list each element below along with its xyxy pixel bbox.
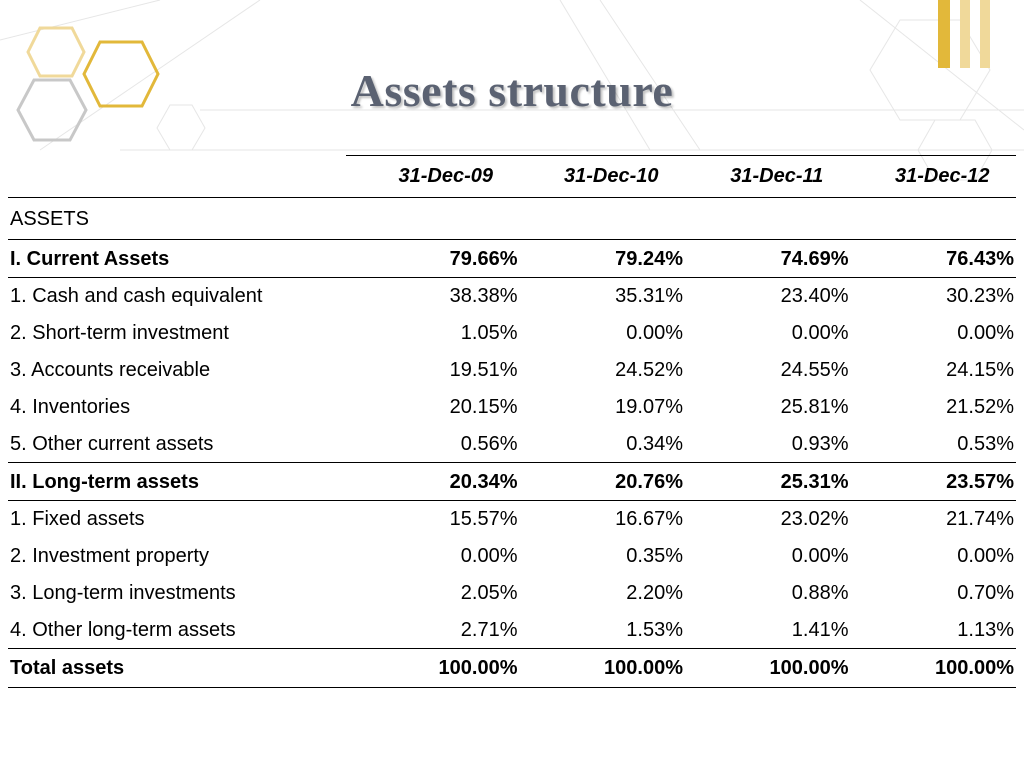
- row-label: Total assets: [10, 657, 125, 679]
- row-value: 0.00%: [957, 545, 1014, 567]
- table-header: 31-Dec-09 31-Dec-10 31-Dec-11 31-Dec-12: [8, 155, 1016, 198]
- row-value: 1.53%: [626, 619, 683, 641]
- row-value: 74.69%: [780, 247, 849, 270]
- row-value: 100.00%: [935, 657, 1014, 679]
- row-value: 0.00%: [460, 545, 518, 567]
- bar-gold-lighter: [980, 0, 990, 68]
- current-assets-row: I. Current Assets 79.66% 79.24% 74.69% 7…: [8, 240, 1016, 278]
- row-value: 19.51%: [449, 359, 518, 381]
- table-row: 2. Investment property 0.00% 0.35% 0.00%…: [8, 538, 1016, 575]
- row-value: 1.05%: [460, 322, 518, 344]
- row-value: 25.31%: [780, 470, 849, 493]
- table-row: 5. Other current assets 0.56% 0.34% 0.93…: [8, 426, 1016, 463]
- table-row: 1. Cash and cash equivalent 38.38% 35.31…: [8, 278, 1016, 315]
- table-row: 4. Inventories 20.15% 19.07% 25.81% 21.5…: [8, 389, 1016, 426]
- column-header: 31-Dec-09: [398, 165, 493, 187]
- row-value: 0.00%: [626, 322, 683, 344]
- column-header: 31-Dec-12: [894, 165, 990, 187]
- column-header: 31-Dec-10: [563, 165, 659, 187]
- row-value: 20.76%: [615, 470, 683, 493]
- row-label: 4. Inventories: [10, 396, 131, 418]
- row-value: 30.23%: [946, 285, 1014, 307]
- table-row: 3. Long-term investments 2.05% 2.20% 0.8…: [8, 575, 1016, 612]
- bar-gold: [938, 0, 950, 68]
- row-label: I. Current Assets: [10, 247, 170, 270]
- section-row: ASSETS: [8, 198, 1016, 240]
- row-value: 100.00%: [438, 657, 518, 679]
- row-value: 24.55%: [780, 359, 849, 381]
- row-value: 0.35%: [626, 545, 683, 567]
- table-row: 3. Accounts receivable 19.51% 24.52% 24.…: [8, 352, 1016, 389]
- row-value: 20.15%: [449, 396, 518, 418]
- row-value: 0.88%: [791, 582, 849, 604]
- page-title: Assets structure: [350, 65, 674, 116]
- table-row: 2. Short-term investment 1.05% 0.00% 0.0…: [8, 315, 1016, 352]
- row-value: 0.00%: [791, 322, 849, 344]
- row-value: 24.15%: [946, 359, 1014, 381]
- row-value: 23.40%: [780, 285, 849, 307]
- row-value: 0.53%: [957, 433, 1014, 455]
- table-row: 1. Fixed assets 15.57% 16.67% 23.02% 21.…: [8, 501, 1016, 538]
- row-value: 1.41%: [791, 619, 849, 641]
- row-value: 1.13%: [957, 619, 1014, 641]
- total-assets-row: Total assets 100.00% 100.00% 100.00% 100…: [8, 649, 1016, 688]
- row-value: 100.00%: [604, 657, 683, 679]
- row-value: 21.74%: [946, 508, 1014, 530]
- row-value: 0.00%: [791, 545, 849, 567]
- row-value: 23.57%: [946, 470, 1014, 493]
- row-value: 25.81%: [780, 396, 849, 418]
- row-label: 3. Long-term investments: [10, 582, 236, 604]
- row-value: 21.52%: [946, 396, 1014, 418]
- row-value: 100.00%: [769, 657, 849, 679]
- row-value: 0.34%: [626, 433, 683, 455]
- row-value: 24.52%: [615, 359, 683, 381]
- row-value: 23.02%: [780, 508, 849, 530]
- long-term-assets-row: II. Long-term assets 20.34% 20.76% 25.31…: [8, 463, 1016, 501]
- row-value: 15.57%: [449, 508, 518, 530]
- row-value: 0.93%: [791, 433, 849, 455]
- row-label: 3. Accounts receivable: [10, 359, 211, 381]
- row-label: 2. Investment property: [10, 545, 209, 567]
- section-label: ASSETS: [10, 207, 89, 230]
- row-value: 0.00%: [957, 322, 1014, 344]
- row-label: 4. Other long-term assets: [10, 619, 236, 641]
- row-value: 79.24%: [615, 247, 683, 270]
- bar-gold-light: [960, 0, 970, 68]
- row-value: 19.07%: [615, 396, 683, 418]
- row-value: 0.70%: [957, 582, 1014, 604]
- column-header: 31-Dec-11: [730, 165, 824, 187]
- row-value: 35.31%: [615, 285, 683, 307]
- row-label: II. Long-term assets: [10, 470, 199, 493]
- row-label: 1. Fixed assets: [10, 508, 145, 530]
- row-value: 0.56%: [460, 433, 518, 455]
- row-label: 1. Cash and cash equivalent: [10, 285, 263, 307]
- row-value: 38.38%: [449, 285, 518, 307]
- row-value: 2.05%: [460, 582, 518, 604]
- row-label: 5. Other current assets: [10, 433, 214, 455]
- row-value: 16.67%: [615, 508, 683, 530]
- assets-table: 31-Dec-09 31-Dec-10 31-Dec-11 31-Dec-12 …: [8, 155, 1016, 688]
- table-row: 4. Other long-term assets 2.71% 1.53% 1.…: [8, 612, 1016, 649]
- row-label: 2. Short-term investment: [10, 322, 229, 344]
- row-value: 79.66%: [449, 247, 518, 270]
- row-value: 20.34%: [449, 470, 518, 493]
- row-value: 76.43%: [946, 247, 1014, 270]
- row-value: 2.20%: [626, 582, 683, 604]
- row-value: 2.71%: [460, 619, 518, 641]
